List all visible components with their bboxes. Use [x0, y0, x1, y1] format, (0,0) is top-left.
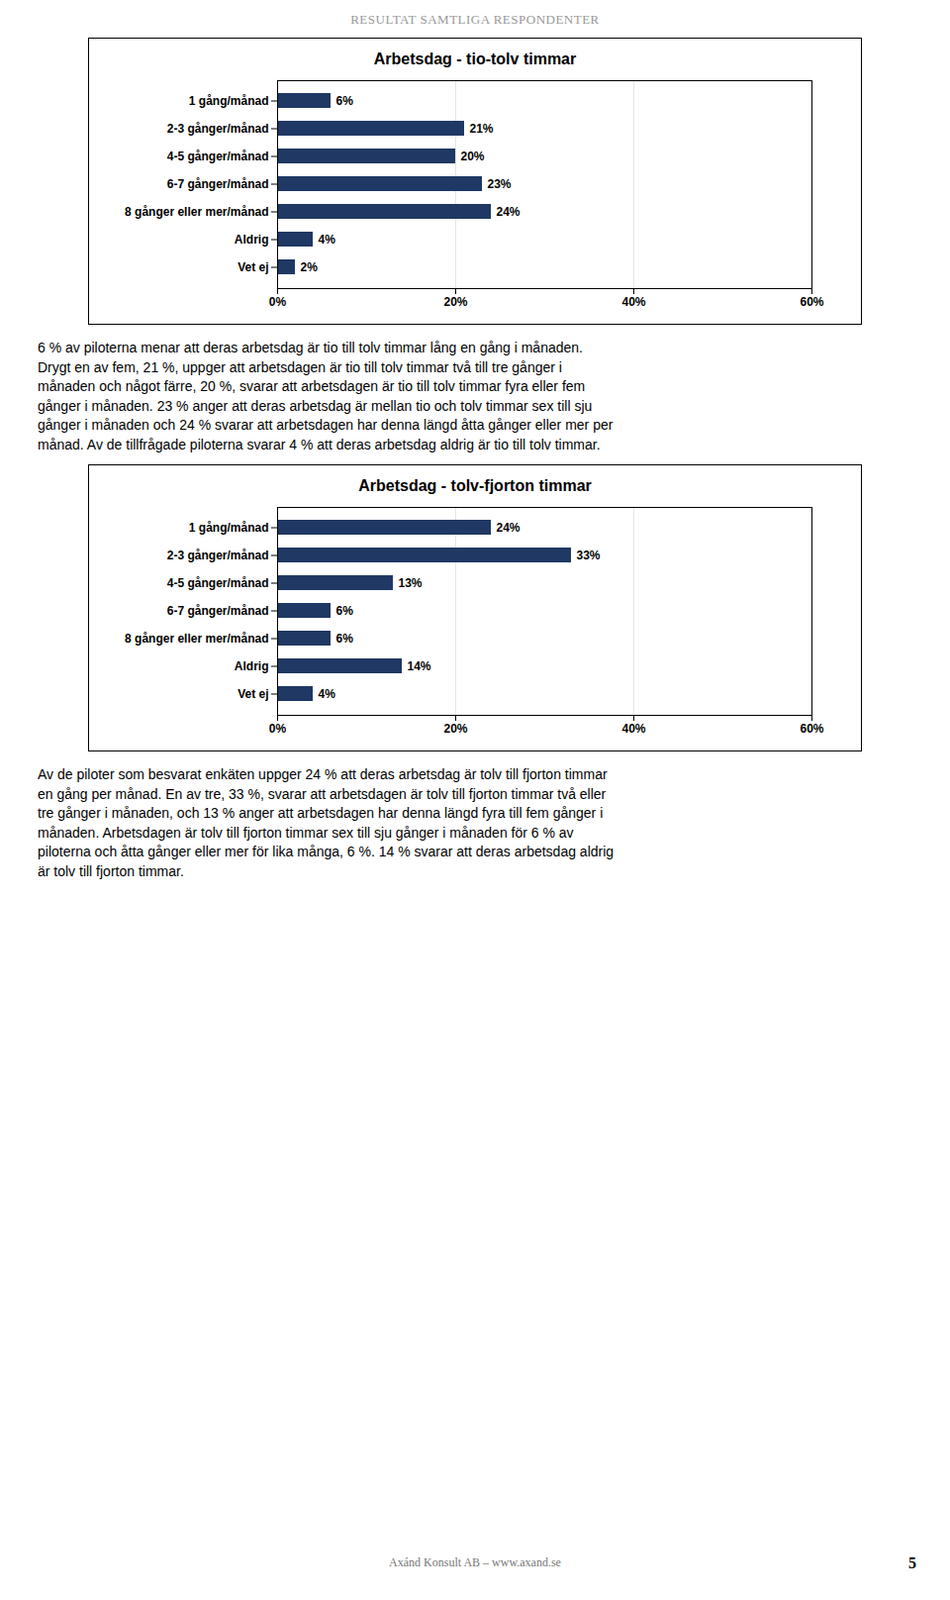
svg-text:1 gång/månad: 1 gång/månad — [189, 94, 270, 108]
svg-text:Vet ej: Vet ej — [237, 260, 269, 275]
html-text:RESULTAT SAMTLIGA RESPONDENTER: RESULTAT SAMTLIGA RESPONDENTER — [350, 11, 600, 27]
svg-text:60%: 60% — [799, 721, 824, 736]
svg-text:6%: 6% — [336, 94, 355, 108]
html-text:månaden och något färre, 20 %,: månaden och något färre, 20 %, svarar at… — [37, 378, 586, 394]
svg-text:6-7 gånger/månad: 6-7 gånger/månad — [167, 603, 270, 618]
svg-text:4-5 gånger/månad: 4-5 gånger/månad — [167, 149, 270, 164]
svg-text:1 gång/månad: 1 gång/månad — [189, 520, 270, 535]
html-text:gånger i månaden och 24 % svar: gånger i månaden och 24 % svarar att arb… — [37, 416, 613, 433]
html-text:piloterna och åtta gånger elle: piloterna och åtta gånger eller mer för … — [37, 843, 614, 859]
svg-text:20%: 20% — [443, 721, 468, 736]
svg-text:4%: 4% — [318, 686, 337, 701]
html-text:Arbetsdag - tio-tolv timmar: Arbetsdag - tio-tolv timmar — [373, 50, 577, 68]
svg-text:8 gånger eller mer/månad: 8 gånger eller mer/månad — [124, 631, 269, 646]
html-text:gånger i månaden. 23 % anger a: gånger i månaden. 23 % anger att deras a… — [37, 397, 593, 414]
svg-text:0%: 0% — [269, 721, 287, 736]
svg-text:4-5 gånger/månad: 4-5 gånger/månad — [167, 575, 270, 590]
html-text:månad. Av de tillfrågade pilot: månad. Av de tillfrågade piloterna svara… — [37, 435, 601, 452]
svg-text:4%: 4% — [318, 232, 337, 247]
svg-text:6%: 6% — [336, 631, 355, 646]
svg-text:2-3 gånger/månad: 2-3 gånger/månad — [167, 548, 270, 563]
svg-text:8 gånger eller mer/månad: 8 gånger eller mer/månad — [124, 204, 269, 219]
svg-text:40%: 40% — [621, 721, 646, 736]
html-text:Axánd Konsult AB – www.axand.s: Axánd Konsult AB – www.axand.se — [389, 1554, 561, 1569]
svg-text:20%: 20% — [443, 294, 468, 309]
svg-text:24%: 24% — [496, 204, 521, 219]
svg-text:14%: 14% — [407, 659, 432, 673]
svg-text:Aldrig: Aldrig — [234, 659, 270, 673]
html-text:tre gånger i månaden, och 13 %: tre gånger i månaden, och 13 % anger att… — [37, 804, 603, 821]
svg-text:60%: 60% — [799, 294, 824, 309]
html-text:Arbetsdag - tolv-fjorton timma: Arbetsdag - tolv-fjorton timmar — [358, 476, 592, 494]
svg-text:6-7 gånger/månad: 6-7 gånger/månad — [167, 177, 270, 191]
svg-text:Vet ej: Vet ej — [237, 686, 269, 701]
svg-text:20%: 20% — [461, 149, 485, 164]
svg-text:40%: 40% — [621, 294, 646, 309]
svg-text:13%: 13% — [398, 575, 423, 590]
html-text:Drygt en av fem, 21 %, uppger: Drygt en av fem, 21 %, uppger att arbets… — [37, 358, 562, 375]
svg-text:2-3 gånger/månad: 2-3 gånger/månad — [167, 121, 270, 136]
html-text:månaden. Arbetsdagen är tolv t: månaden. Arbetsdagen är tolv till fjorto… — [37, 823, 574, 840]
svg-text:21%: 21% — [470, 121, 494, 136]
svg-text:Aldrig: Aldrig — [234, 232, 270, 247]
html-text:en gång per månad. En av tre,: en gång per månad. En av tre, 33 %, svar… — [37, 785, 606, 802]
html-text:5: 5 — [908, 1553, 917, 1571]
svg-text:6%: 6% — [336, 603, 355, 618]
svg-text:33%: 33% — [576, 548, 601, 563]
svg-text:23%: 23% — [487, 177, 512, 191]
svg-text:24%: 24% — [496, 520, 521, 535]
html-text:är tolv till fjorton timmar.: är tolv till fjorton timmar. — [37, 862, 184, 879]
svg-text:2%: 2% — [300, 260, 319, 275]
html-text:Av de piloter som besvarat enk: Av de piloter som besvarat enkäten uppge… — [37, 765, 608, 782]
svg-text:0%: 0% — [269, 294, 287, 309]
html-text:6 % av piloterna menar att der: 6 % av piloterna menar att deras arbetsd… — [37, 339, 583, 356]
